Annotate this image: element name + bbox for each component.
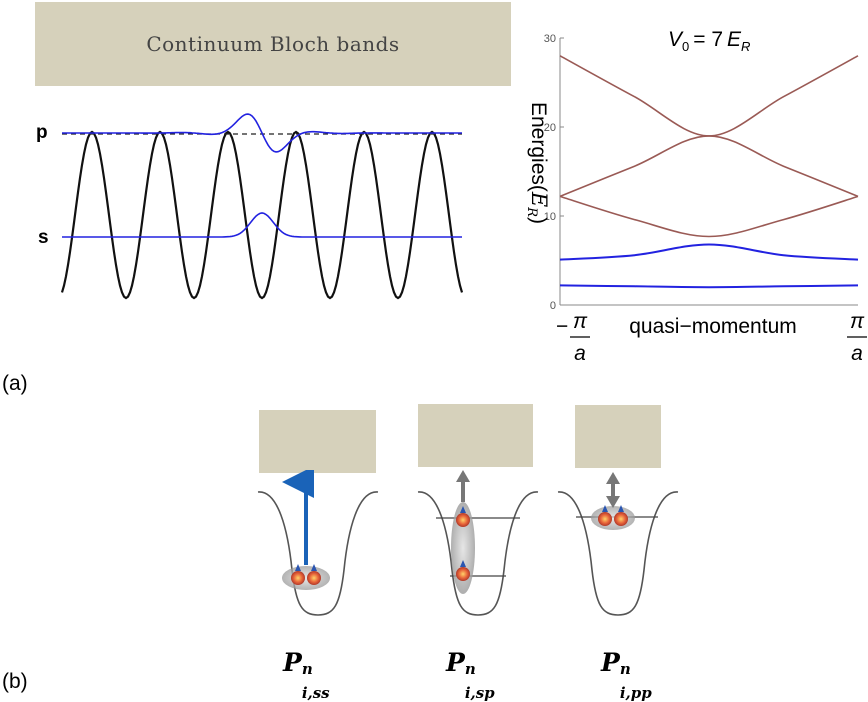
band-5-line (559, 55, 859, 137)
svg-text:−: − (556, 315, 568, 338)
svg-text:a: a (574, 342, 586, 365)
continuum-block-pp (575, 405, 661, 468)
band-4-line (559, 135, 859, 198)
p-orbital-wavefunction (62, 113, 462, 153)
wells-diagram (257, 470, 679, 616)
y-axis-label: Energies(ER) (524, 102, 551, 224)
continuum-block-ss (259, 410, 376, 473)
well-ss (257, 470, 379, 616)
continuum-block-sp (418, 404, 533, 467)
x-tick-right: π a (847, 310, 867, 365)
atom-icon (614, 512, 628, 526)
lattice-potential-curve (60, 130, 464, 300)
y-tick-label: 0 (550, 300, 556, 312)
y-tick-label: 20 (544, 122, 556, 134)
y-tick-label: 30 (544, 33, 556, 45)
svg-text:π: π (850, 310, 865, 333)
band-1-line (559, 284, 859, 289)
panel-b-label: (b) (2, 670, 28, 693)
atom-icon (291, 571, 305, 585)
atom-icon (307, 571, 321, 585)
x-tick-left: − π a (556, 310, 590, 365)
panel-a-label: (a) (2, 372, 28, 395)
well-pp (557, 472, 679, 616)
chart-title: V0 = 7 ER (668, 28, 750, 54)
lattice-wavefunction-diagram (60, 113, 464, 300)
y-tick-label: 10 (544, 211, 556, 223)
y-axis-ticks: 0 10 20 30 (544, 33, 564, 312)
band-2-line (559, 243, 859, 261)
svg-text:π: π (573, 310, 588, 333)
well-sp (417, 470, 539, 616)
continuum-banner: Continuum Bloch bands (35, 2, 511, 86)
x-axis-label: quasi−momentum (629, 315, 797, 338)
band-lines (559, 55, 859, 289)
p-level-label: p (36, 122, 48, 143)
s-level-label: s (38, 227, 49, 248)
band-3-line (559, 195, 859, 238)
atom-icon (456, 567, 470, 581)
banner-title: Continuum Bloch bands (146, 32, 400, 56)
s-orbital-wavefunction (62, 212, 462, 238)
atom-icon (598, 512, 612, 526)
svg-text:a: a (851, 342, 863, 365)
band-structure-chart: 0 10 20 30 V0 = 7 ER Energies(ER) quasi−momen… (524, 28, 867, 365)
atom-icon (456, 513, 470, 527)
